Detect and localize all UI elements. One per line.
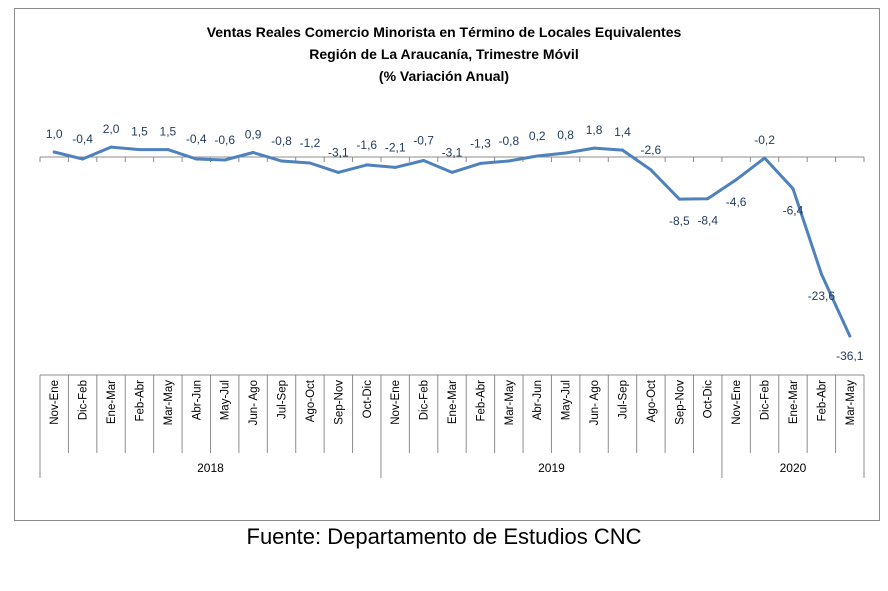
data-label: 1,5 [131, 125, 148, 139]
category-label: Ene-Mar [106, 380, 118, 424]
data-point [848, 334, 852, 338]
data-point [507, 159, 511, 163]
data-point [620, 148, 624, 152]
data-label: -8,4 [697, 214, 718, 228]
category-label: May-Jul [220, 380, 232, 420]
data-point [137, 148, 141, 152]
data-point [450, 170, 454, 174]
data-point [422, 158, 426, 162]
data-point [109, 145, 113, 149]
data-point [706, 197, 710, 201]
category-label: Abr-Jun [532, 380, 544, 420]
category-label: Jul-Sep [277, 380, 289, 419]
data-point [535, 154, 539, 158]
category-label: Dic-Feb [760, 380, 772, 420]
data-label: -0,2 [754, 133, 775, 147]
data-point [81, 157, 85, 161]
series-line [52, 145, 852, 338]
data-label: -3,1 [328, 145, 349, 159]
data-label: 1,8 [586, 123, 603, 137]
data-point [649, 168, 653, 172]
data-label: 0,2 [529, 129, 546, 143]
category-label: Jun- Ago [248, 380, 260, 425]
source-caption: Fuente: Departamento de Estudios CNC [246, 524, 642, 549]
data-label: 0,9 [245, 128, 262, 142]
category-label: Dic-Feb [419, 380, 431, 420]
category-label: Ago-Oct [305, 379, 317, 422]
data-point [734, 178, 738, 182]
data-label: 0,8 [557, 128, 574, 142]
data-label: -3,1 [442, 145, 463, 159]
data-label: -2,6 [641, 143, 662, 157]
data-label: -4,6 [726, 195, 747, 209]
year-label: 2018 [197, 461, 224, 475]
category-label: Mar-May [845, 380, 857, 426]
data-point [223, 158, 227, 162]
category-label: Ene-Mar [788, 380, 800, 424]
year-label: 2019 [538, 461, 565, 475]
category-label: May-Jul [561, 380, 573, 420]
category-label: Sep-Nov [674, 380, 686, 425]
data-point [592, 146, 596, 150]
category-label: Ago-Oct [646, 379, 658, 422]
data-label: -0,4 [72, 132, 93, 146]
chart-subtitle-units: (% Variación Anual) [378, 68, 510, 84]
data-label: -1,6 [356, 138, 377, 152]
category-label: Feb-Abr [475, 380, 487, 422]
category-label: Nov-Ene [731, 380, 743, 425]
data-label: -6,4 [783, 204, 804, 218]
data-point [791, 187, 795, 191]
category-label: Jul-Sep [617, 380, 629, 419]
data-point [819, 272, 823, 276]
data-point [365, 163, 369, 167]
category-label: Mar-May [504, 380, 516, 426]
data-point [194, 157, 198, 161]
data-label: -0,7 [413, 133, 434, 147]
chart-title: Ventas Reales Comercio Minorista en Térm… [206, 24, 682, 40]
data-point [308, 161, 312, 165]
category-label: Nov-Ene [390, 380, 402, 425]
category-label: Feb-Abr [816, 380, 828, 422]
data-label: -36,1 [836, 349, 864, 363]
category-label: Feb-Abr [134, 380, 146, 422]
data-point [478, 161, 482, 165]
category-label: Oct-Dic [362, 380, 374, 419]
data-point [336, 170, 340, 174]
category-label: Ene-Mar [447, 380, 459, 424]
data-label: 1,5 [160, 125, 177, 139]
category-label: Dic-Feb [78, 380, 90, 420]
data-label: -0,6 [214, 133, 235, 147]
data-point [763, 156, 767, 160]
data-label: -0,4 [186, 132, 207, 146]
data-label: -8,5 [669, 214, 690, 228]
category-label: Jun- Ago [589, 380, 601, 425]
data-point [677, 197, 681, 201]
data-point [564, 151, 568, 155]
category-label: Nov-Ene [49, 380, 61, 425]
category-label: Sep-Nov [333, 380, 345, 425]
category-label: Oct-Dic [703, 380, 715, 419]
data-label: -0,8 [498, 134, 519, 148]
data-label: 2,0 [103, 122, 120, 136]
data-label: 1,4 [614, 125, 631, 139]
data-label: -2,1 [385, 140, 406, 154]
category-label: Abr-Jun [191, 380, 203, 420]
data-point [393, 165, 397, 169]
data-label: 1,0 [46, 127, 63, 141]
data-point [280, 159, 284, 163]
data-point [52, 150, 56, 154]
chart-subtitle: Región de La Araucanía, Trimestre Móvil [309, 46, 579, 62]
data-label: -1,2 [300, 136, 321, 150]
category-label: Mar-May [163, 380, 175, 426]
data-point [166, 148, 170, 152]
data-label: -23,6 [808, 289, 836, 303]
data-label: -0,8 [271, 134, 292, 148]
data-label: -1,3 [470, 136, 491, 150]
data-point [251, 151, 255, 155]
year-label: 2020 [780, 461, 807, 475]
chart-frame [14, 8, 880, 521]
